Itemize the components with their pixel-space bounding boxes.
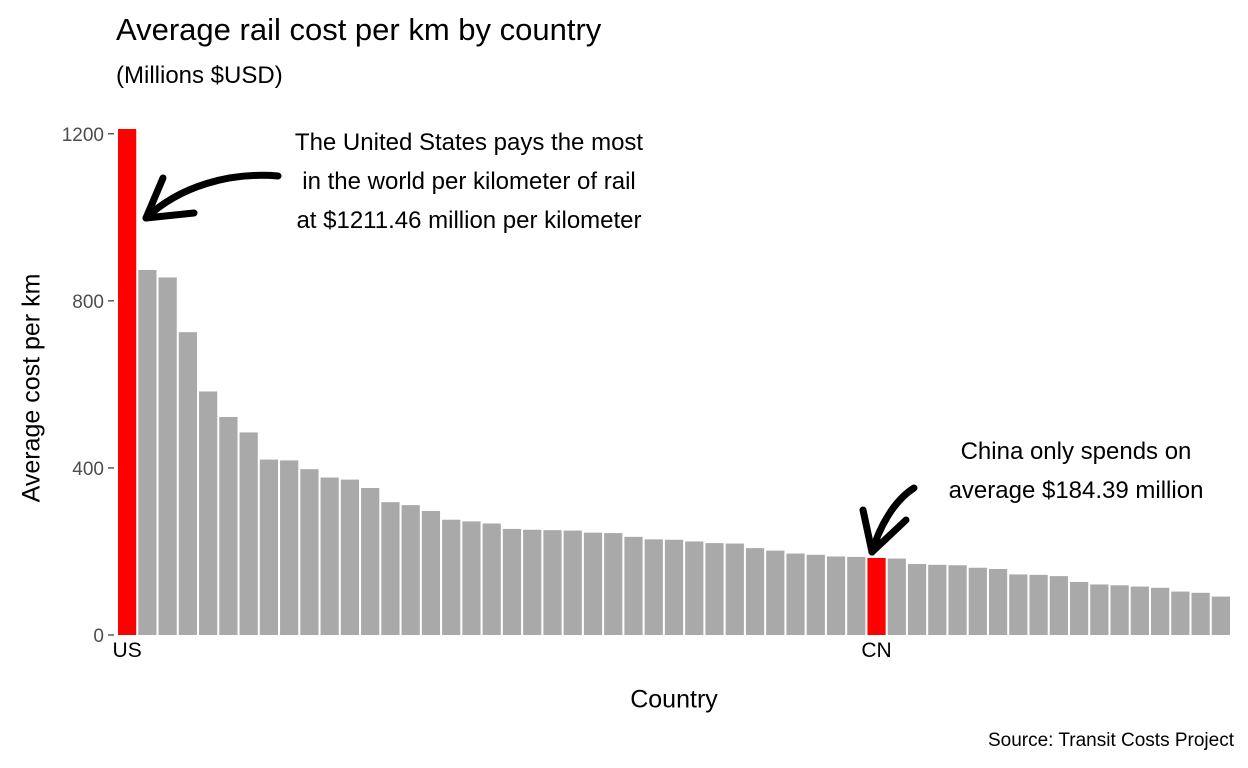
bar — [847, 556, 866, 635]
bar — [482, 523, 501, 635]
bar — [887, 558, 906, 635]
bar — [725, 543, 744, 635]
bar — [968, 567, 987, 635]
bar — [219, 416, 238, 635]
bar — [928, 564, 947, 635]
bar — [199, 391, 218, 635]
bar — [745, 548, 765, 635]
bar — [1130, 586, 1149, 635]
bar — [786, 553, 805, 635]
bar — [361, 487, 380, 635]
bar — [1029, 574, 1048, 635]
us-arrow-icon — [142, 171, 282, 222]
us-arrowhead-icon — [142, 174, 198, 222]
bar — [401, 505, 420, 635]
bar — [1211, 596, 1230, 635]
y-tick-label: 1200 — [62, 125, 104, 146]
bars — [118, 129, 1230, 635]
bar — [806, 554, 825, 635]
bar — [178, 332, 198, 635]
bar — [604, 533, 623, 635]
chart-title: Average rail cost per km by country — [116, 12, 602, 47]
us-annotation-line: The United States pays the most — [294, 129, 644, 156]
bar — [442, 519, 461, 635]
cn-arrowhead-icon — [859, 506, 910, 556]
bar — [320, 477, 339, 635]
bar — [1171, 591, 1190, 635]
us-annotation-line: in the world per kilometer of rail — [302, 168, 636, 195]
bar — [988, 569, 1008, 635]
bar — [644, 539, 663, 635]
bar — [1049, 576, 1068, 635]
bar — [766, 550, 785, 635]
bar — [502, 528, 522, 635]
bar — [259, 459, 279, 635]
bar — [685, 541, 704, 635]
bar — [300, 469, 319, 635]
bar — [1009, 574, 1028, 635]
bar — [138, 269, 157, 635]
bar — [1110, 585, 1129, 635]
bar-highlight — [118, 129, 137, 635]
x-tick-label: US — [113, 639, 142, 662]
bar — [1090, 584, 1109, 635]
source-caption: Source: Transit Costs Project — [987, 730, 1234, 751]
x-tick-label: CN — [861, 639, 891, 662]
cn-annotation-line: China only spends on — [960, 438, 1192, 465]
y-axis: 0 400 800 1200 — [62, 125, 114, 647]
bar-highlight — [867, 557, 886, 635]
bar — [948, 565, 967, 635]
bar — [583, 532, 603, 635]
x-axis-label: Country — [630, 685, 718, 714]
bar — [826, 556, 846, 635]
bar — [462, 521, 481, 635]
cn-annotation: China only spends on average $184.39 mil… — [949, 432, 1204, 510]
x-axis: US CN — [113, 639, 892, 662]
bar — [907, 563, 927, 635]
bar — [421, 510, 441, 635]
bar — [158, 277, 177, 635]
y-tick-label: 800 — [72, 292, 104, 313]
bar — [543, 530, 562, 635]
annotation-arrows — [142, 171, 918, 556]
us-annotation: The United States pays the most in the w… — [295, 123, 643, 240]
bar — [1191, 592, 1210, 635]
bar — [239, 432, 258, 635]
bar — [1150, 587, 1170, 635]
bar — [624, 536, 643, 635]
y-tick-label: 400 — [72, 459, 104, 480]
chart-subtitle: (Millions $USD) — [116, 62, 283, 89]
bar — [280, 460, 299, 635]
cn-arrow-icon — [868, 484, 918, 556]
bar — [705, 543, 724, 635]
cn-annotation-line: average $184.39 million — [948, 477, 1204, 504]
y-tick-label: 0 — [93, 626, 104, 647]
y-axis-label: Average cost per km — [17, 273, 46, 503]
bar — [381, 502, 400, 635]
bar — [340, 479, 360, 635]
bar — [563, 530, 582, 635]
bar — [523, 529, 542, 635]
bar — [1069, 581, 1089, 635]
bar — [664, 539, 684, 635]
us-annotation-line: at $1211.46 million per kilometer — [296, 207, 642, 234]
